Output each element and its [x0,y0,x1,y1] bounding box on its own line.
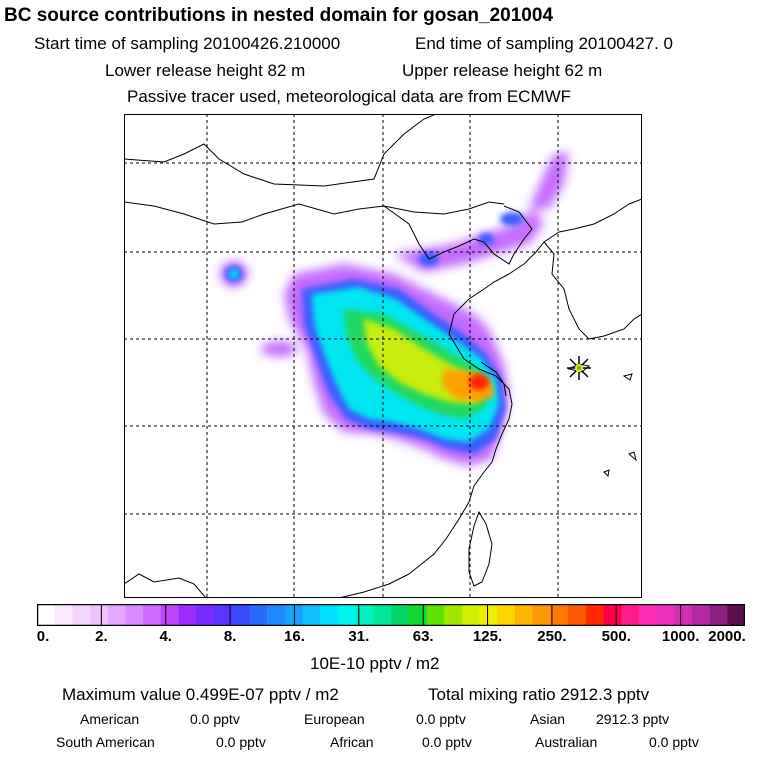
receptor-star-icon [567,356,591,380]
color-scale-swatch [125,604,144,626]
color-scale-swatch [426,604,445,626]
color-scale-swatch [391,604,409,626]
color-scale-swatch [196,604,215,626]
lat-lon-grid [124,114,642,598]
stat-value-african: 0.0 pptv [422,734,472,750]
color-scale-swatch [674,604,693,626]
color-scale-swatch [320,604,339,626]
coastline [124,114,642,598]
stat-label-american: American [80,711,140,727]
stat-value-australian: 0.0 pptv [649,734,699,750]
color-scale-swatch [444,604,463,626]
start-time-label: Start time of sampling 20100426.210000 [34,34,341,53]
color-scale-tick-label: 31. [348,628,370,645]
color-scale-swatch [479,604,498,626]
color-scale-swatch [408,604,427,626]
stat-value-south-american: 0.0 pptv [216,734,266,750]
color-scale-tick-label: 1000. [661,628,700,645]
color-scale-tick-label: 2. [95,628,108,645]
color-scale-tick-label: 2000. [708,628,746,645]
color-scale-bar [37,604,745,626]
color-scale-swatch [284,604,303,626]
upper-release-label: Upper release height 62 m [402,61,603,80]
color-scale-swatch [72,604,91,626]
map-panel [124,114,642,598]
color-scale-tick-labels: 0. 2. 4. 8. 16. 31. 63. 125. 250. 500. 1000. 2000. [0,628,768,648]
color-scale-tick-label: 8. [223,628,237,645]
color-scale-swatch [214,604,232,626]
color-scale-swatch [568,604,586,626]
stat-label-african: African [330,734,374,750]
color-scale-tick-label: 0. [36,628,50,645]
color-scale-swatch [355,604,374,626]
color-scale-swatch [249,604,268,626]
color-scale-tick-label: 125. [472,628,503,645]
color-scale-swatch [302,604,321,626]
color-scale-tick-label: 4. [159,628,172,645]
color-scale-swatch [37,604,55,626]
color-scale-swatch [337,604,356,626]
color-scale-border [37,604,745,626]
stat-value-asian: 2912.3 pptv [596,711,670,727]
color-scale-swatch [532,604,551,626]
color-scale-swatch [160,604,179,626]
color-scale-tick-label: 16. [284,628,305,645]
color-scale-swatch [143,604,162,626]
color-scale-swatch [585,604,604,626]
color-scale-swatch [461,604,480,626]
stat-value-american: 0.0 pptv [190,711,240,727]
color-scale-swatch [231,604,250,626]
map-title: BC source contributions in nested domain… [4,5,554,26]
color-scale-swatch [691,604,710,626]
concentration-plume [220,152,569,466]
stat-value-european: 0.0 pptv [416,711,466,727]
color-scale-tick-label: 500. [601,628,631,645]
lower-release-label: Lower release height 82 m [105,61,306,80]
total-mixing-ratio-label: Total mixing ratio 2912.3 pptv [428,685,650,704]
color-scale-tick-label: 63. [412,628,434,645]
color-scale-swatch [621,604,640,626]
color-scale-swatch [267,604,286,626]
tracer-note: Passive tracer used, meteorological data… [127,87,572,106]
color-scale-swatch [638,604,657,626]
stat-label-australian: Australian [535,734,598,750]
stat-label-south-american: South American [56,734,155,750]
color-scale-swatch [107,604,126,626]
stat-label-asian: Asian [530,711,566,727]
color-scale-swatch [90,604,109,626]
color-scale-swatch [603,604,622,626]
color-scale-swatch [656,604,675,626]
color-scale-swatch [497,604,516,626]
color-scale-swatch [550,604,569,626]
color-scale-tick-label: 250. [537,628,567,645]
color-scale-unit: 10E-10 pptv / m2 [310,654,440,673]
color-scale-swatch [514,604,533,626]
color-scale-swatch [54,604,73,626]
maximum-value-label: Maximum value 0.499E-07 pptv / m2 [62,685,339,704]
color-scale-swatch [373,604,392,626]
color-scale-swatch [178,604,197,626]
color-scale-swatch [709,604,728,626]
stat-label-european: European [304,711,365,727]
end-time-label: End time of sampling 20100427. 0 [415,34,674,53]
color-scale-swatch [727,604,745,626]
